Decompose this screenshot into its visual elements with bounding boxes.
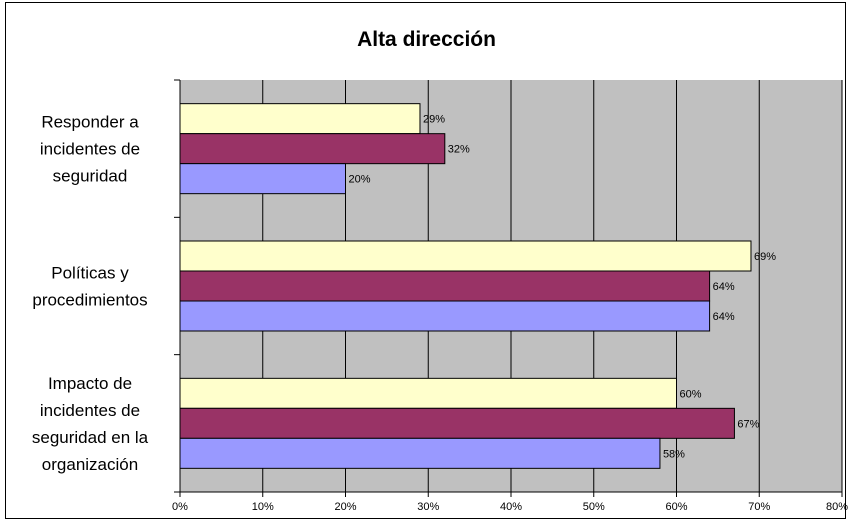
bar-series-1	[180, 104, 420, 134]
x-tick-label: 60%	[665, 501, 687, 513]
x-tick-label: 20%	[334, 501, 356, 513]
x-tick-label: 50%	[583, 501, 605, 513]
x-tick-label: 10%	[252, 501, 274, 513]
bar-series-1	[180, 378, 677, 408]
data-label: 60%	[680, 388, 702, 400]
category-label: Políticas y	[51, 264, 129, 283]
x-tick-label: 0%	[172, 501, 188, 513]
category-label: organización	[42, 455, 138, 474]
x-tick-label: 30%	[417, 501, 439, 513]
category-label: Impacto de	[48, 374, 132, 393]
category-label: seguridad en la	[32, 428, 149, 447]
x-tick-label: 80%	[826, 501, 848, 513]
x-tick-label: 70%	[748, 501, 770, 513]
bar-series-1	[180, 241, 751, 271]
category-label: procedimientos	[32, 291, 147, 310]
data-label: 29%	[423, 114, 445, 126]
data-label: 64%	[713, 281, 735, 293]
data-label: 58%	[663, 448, 685, 460]
bar-series-2	[180, 134, 445, 164]
bar-series-3	[180, 438, 660, 468]
category-label: incidentes de	[40, 140, 140, 159]
data-label: 64%	[713, 311, 735, 323]
category-label: Responder a	[41, 113, 139, 132]
data-label: 32%	[448, 144, 470, 156]
bar-series-2	[180, 271, 710, 301]
bar-series-3	[180, 164, 346, 194]
category-label: seguridad	[53, 167, 128, 186]
bar-series-3	[180, 301, 710, 331]
data-label: 67%	[737, 418, 759, 430]
category-label: incidentes de	[40, 401, 140, 420]
x-tick-label: 40%	[500, 501, 522, 513]
bar-series-2	[180, 408, 734, 438]
data-label: 69%	[754, 251, 776, 263]
data-label: 20%	[349, 174, 371, 186]
